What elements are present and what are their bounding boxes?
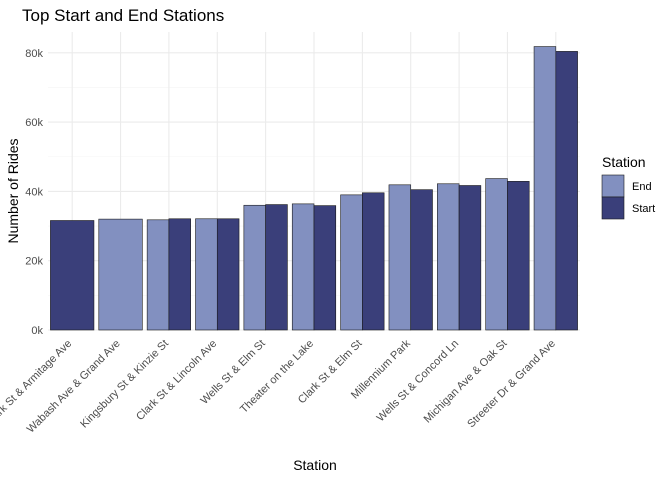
x-tick-label: Wabash Ave & Grand Ave: [25, 338, 123, 436]
y-axis-ticks: 0k 20k 40k 60k 80k: [25, 48, 43, 337]
bar-start: [168, 218, 191, 331]
y-tick-label: 40k: [25, 186, 43, 198]
legend-label-end: End: [632, 181, 652, 193]
legend-title: Station: [602, 154, 646, 170]
bar-start: [313, 205, 337, 331]
x-tick-label: Streeter Dr & Grand Ave: [465, 338, 558, 431]
y-tick-label: 80k: [25, 48, 43, 60]
bar-start: [410, 189, 433, 331]
x-axis-title: Station: [293, 457, 337, 473]
bar-start: [555, 51, 578, 331]
y-tick-label: 60k: [25, 117, 43, 129]
x-tick-label: Michigan Ave & Oak St: [422, 338, 510, 426]
legend-key-start: [601, 196, 625, 220]
bar-start: [50, 220, 95, 331]
legend-label-start: Start: [632, 203, 655, 215]
legend-key-end: [601, 174, 625, 198]
x-tick-label: Kingsbury St & Kinzie St: [78, 338, 171, 431]
bar-end: [340, 194, 363, 331]
bar-end: [485, 178, 508, 331]
bar-end: [98, 218, 143, 331]
bar-start: [362, 192, 385, 331]
legend: Station End Start: [601, 154, 655, 220]
x-tick-label: Clark St & Lincoln Ave: [134, 338, 219, 423]
bar-end: [388, 184, 412, 331]
chart-title: Top Start and End Stations: [22, 6, 224, 25]
bar-end: [195, 218, 218, 331]
y-tick-label: 0k: [31, 325, 43, 337]
bar-end: [437, 183, 460, 331]
y-axis-title: Number of Rides: [5, 138, 21, 243]
y-tick-label: 20k: [25, 256, 43, 268]
bar-start: [507, 181, 530, 331]
bars: [50, 46, 578, 331]
bar-start: [458, 185, 482, 331]
bar-start: [265, 204, 288, 331]
bar-start: [216, 218, 240, 331]
x-tick-label: Wells St & Concord Ln: [375, 338, 462, 425]
bar-end: [291, 203, 315, 331]
bar-end: [243, 204, 266, 331]
bar-end: [533, 46, 557, 331]
bar-end: [146, 219, 170, 331]
